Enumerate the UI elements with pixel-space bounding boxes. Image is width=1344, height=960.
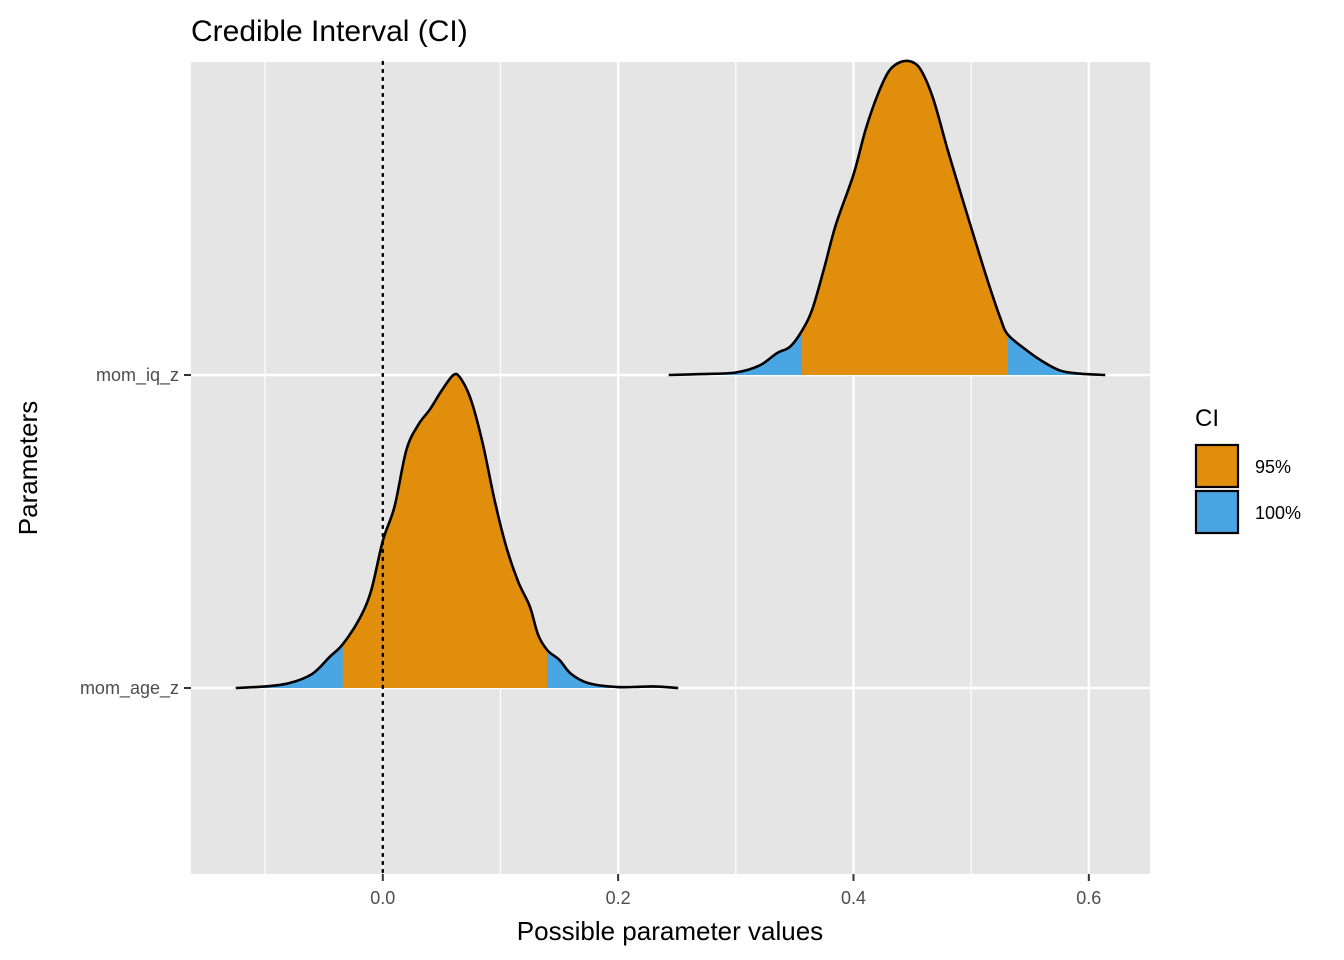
x-tick-label: 0.6 [1076,888,1101,908]
x-tick-label: 0.4 [841,888,866,908]
x-tick-label: 0.2 [606,888,631,908]
y-tick-label: mom_age_z [80,678,179,699]
x-axis: 0.0 0.2 0.4 0.6 [370,874,1101,908]
y-tick-label: mom_iq_z [96,365,179,386]
legend-title: CI [1195,405,1219,432]
legend-key-95pct [1194,443,1240,489]
density-outline-mom_iq_z [668,59,1106,377]
x-tick-label: 0.0 [370,888,395,908]
y-axis-title: Parameters [13,401,43,535]
y-axis: mom_age_z mom_iq_z [80,365,191,699]
minor-gridlines [264,62,972,874]
density-fill-95-mom_age_z [342,373,548,688]
density-areas [235,59,1106,690]
plot-panel [191,62,1150,874]
legend-label: 100% [1255,503,1301,523]
density-fill-95-mom_iq_z [801,60,1008,375]
density-outline-mom_age_z [235,372,679,690]
chart-title: Credible Interval (CI) [191,15,468,48]
legend-key-100pct [1194,489,1240,535]
legend: CI 95% 100% [1194,405,1301,535]
legend-label: 95% [1255,457,1291,477]
x-axis-title: Possible parameter values [517,916,823,946]
